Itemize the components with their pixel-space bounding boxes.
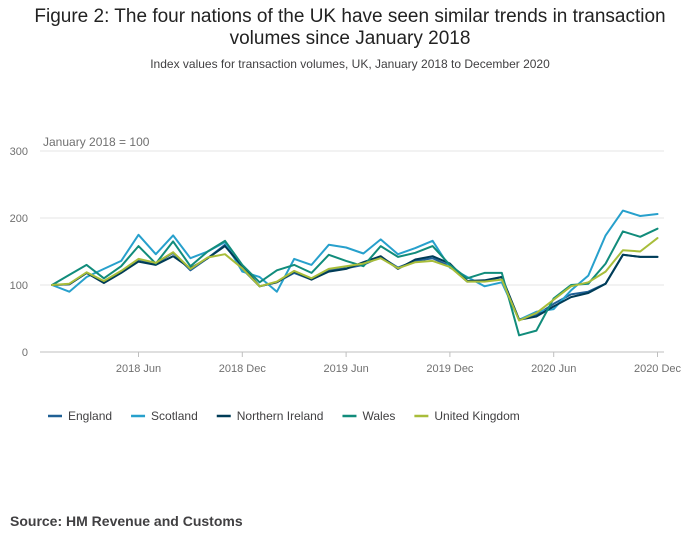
- series-line: [51, 245, 659, 321]
- chart-title: Figure 2: The four nations of the UK hav…: [0, 6, 700, 50]
- chart-subtitle: Index values for transaction volumes, UK…: [150, 57, 550, 71]
- series-line: [51, 243, 659, 321]
- series-line: [51, 237, 659, 322]
- x-tick-label: 2020 Jun: [531, 363, 576, 375]
- source-text: Source: HM Revenue and Customs: [10, 513, 243, 529]
- annotation-label: January 2018 = 100: [43, 135, 150, 149]
- y-tick-label: 300: [10, 146, 28, 158]
- series-line: [51, 227, 659, 337]
- legend-label: England: [68, 409, 112, 423]
- y-tick-label: 0: [22, 347, 28, 359]
- x-tick-label: 2019 Jun: [323, 363, 368, 375]
- x-tick-label: 2018 Dec: [219, 363, 267, 375]
- chart-title-line-2: volumes since January 2018: [229, 28, 471, 49]
- y-tick-label: 200: [10, 213, 28, 225]
- legend-label: Wales: [362, 409, 395, 423]
- chart-title-line-1: Figure 2: The four nations of the UK hav…: [34, 6, 666, 27]
- y-tick-label: 100: [10, 280, 28, 292]
- x-tick-label: 2020 Dec: [634, 363, 682, 375]
- x-tick-label: 2018 Jun: [116, 363, 161, 375]
- x-tick-label: 2019 Dec: [426, 363, 474, 375]
- source-note: Source: HM Revenue and Customs: [10, 513, 243, 529]
- legend-label: Scotland: [151, 409, 198, 423]
- legend-label: Northern Ireland: [237, 409, 324, 423]
- legend-label: United Kingdom: [434, 409, 519, 423]
